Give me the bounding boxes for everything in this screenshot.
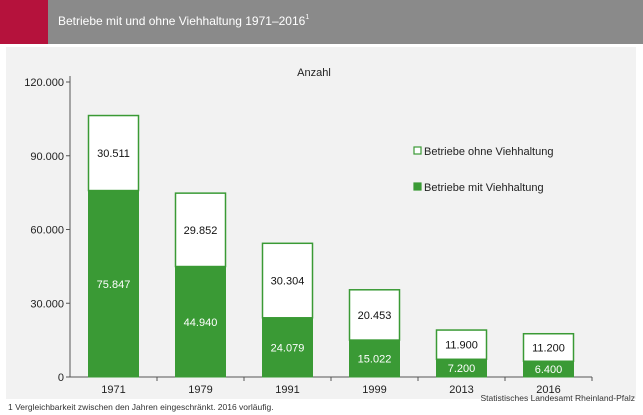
bar-segment-mit-viehhaltung: [436, 358, 487, 378]
bar-segment-ohne-viehhaltung: [435, 329, 488, 361]
x-tick-label: 1979: [188, 384, 212, 396]
x-tick-label: 1991: [275, 384, 299, 396]
bar-segment-mit-viehhaltung: [262, 317, 313, 378]
stacked-bar-chart: Anzahl 0 30.000 60.000 90.000 120.000 30.511 75…: [24, 67, 593, 396]
x-tick-label: 1999: [362, 384, 386, 396]
bar-segment-ohne-viehhaltung: [348, 289, 401, 341]
chart-subtitle: Anzahl: [297, 67, 331, 79]
data-label-ohne-viehhaltung: 29.852: [184, 225, 218, 237]
x-tick-label: 1971: [101, 384, 125, 396]
y-tick-label: 60.000: [30, 225, 64, 237]
legend-swatch: [413, 146, 422, 155]
footnote: 1 Vergleichbarkeit zwischen den Jahren e…: [8, 402, 274, 412]
data-label-mit-viehhaltung: 7.200: [448, 363, 476, 375]
bar-segment-mit-viehhaltung: [523, 360, 574, 378]
bar-segment-mit-viehhaltung: [175, 266, 226, 378]
source-note: Statistisches Landesamt Rheinland-Pfalz: [480, 393, 636, 403]
data-label-ohne-viehhaltung: 30.511: [97, 148, 130, 160]
y-tick-label: 90.000: [30, 151, 64, 163]
x-tick-label: 2013: [449, 384, 473, 396]
y-tick-label: 30.000: [30, 298, 64, 310]
x-tick-label: 2016: [536, 384, 560, 396]
chart-title: Betriebe mit und ohne Viehhaltung 1971–2…: [58, 14, 310, 28]
header-bar: Betriebe mit und ohne Viehhaltung 1971–2…: [0, 0, 643, 44]
legend-swatch: [413, 182, 422, 191]
bar-segment-ohne-viehhaltung: [87, 114, 140, 192]
data-label-ohne-viehhaltung: 11.900: [445, 340, 478, 352]
data-label-mit-viehhaltung: 15.022: [358, 354, 392, 366]
data-label-mit-viehhaltung: 44.940: [184, 317, 218, 329]
y-tick-label: 0: [58, 372, 64, 384]
data-label-mit-viehhaltung: 24.079: [271, 342, 305, 354]
data-label-mit-viehhaltung: 6.400: [535, 364, 563, 376]
data-label-ohne-viehhaltung: 11.200: [532, 343, 565, 355]
legend-label: Betriebe mit Viehhaltung: [424, 182, 544, 194]
data-label-mit-viehhaltung: 75.847: [97, 279, 131, 291]
y-tick-label: 120.000: [24, 77, 64, 89]
chart-panel: Anzahl 0 30.000 60.000 90.000 120.000 30.511 75…: [6, 47, 636, 399]
bar-segment-mit-viehhaltung: [88, 190, 139, 378]
bar-segment-ohne-viehhaltung: [261, 242, 314, 319]
legend-label: Betriebe ohne Viehhaltung: [424, 146, 553, 158]
data-label-ohne-viehhaltung: 30.304: [271, 276, 305, 288]
bar-segment-mit-viehhaltung: [349, 339, 400, 378]
header-accent: [0, 0, 48, 44]
data-label-ohne-viehhaltung: 20.453: [358, 310, 392, 322]
